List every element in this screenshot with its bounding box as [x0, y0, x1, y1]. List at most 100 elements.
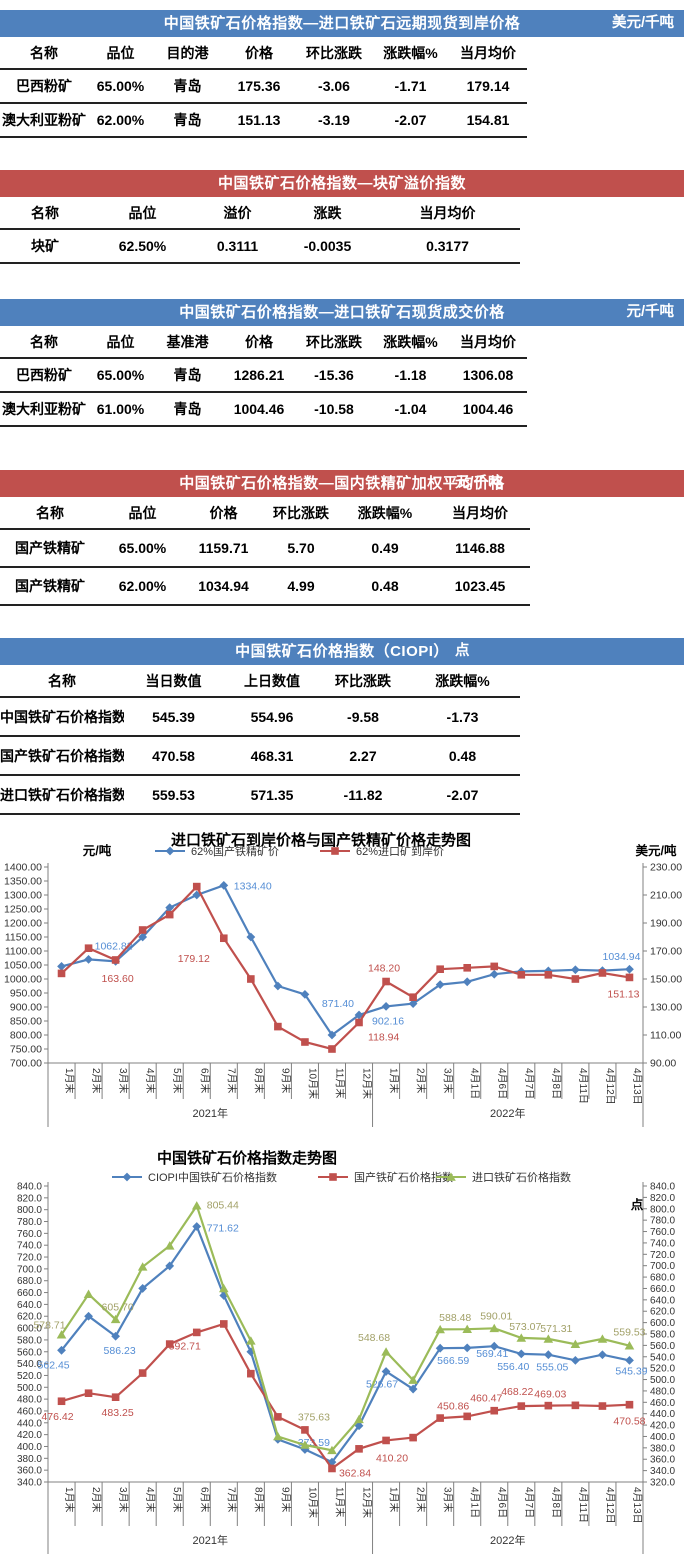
category-label: 6月末: [198, 1068, 211, 1094]
table-header-band: 中国铁矿石价格指数—进口铁矿石现货成交价格 元/千吨: [0, 299, 684, 326]
cell: 65.00%: [100, 529, 185, 568]
svg-text:520.0: 520.0: [17, 1371, 42, 1382]
category-label: 4月末: [144, 1487, 157, 1513]
year-group-label: 2021年: [193, 1533, 228, 1547]
cell: -15.36: [296, 358, 372, 393]
category-label: 2月末: [415, 1068, 428, 1094]
data-label: 470.58: [613, 1416, 645, 1428]
data-label: 1034.94: [602, 951, 640, 963]
cell: 青岛: [153, 392, 222, 427]
legend-label: 进口铁矿石价格指数: [472, 1170, 571, 1184]
right-axis-unit: 点: [631, 1197, 644, 1212]
column-header: 环比涨跌: [296, 326, 372, 359]
category-label: 2月末: [90, 1487, 103, 1513]
cell: 青岛: [153, 69, 222, 104]
data-label: 586.23: [104, 1345, 136, 1357]
data-label: 1334.40: [234, 880, 272, 892]
category-label: 4月11日: [577, 1487, 589, 1523]
data-label: 805.44: [207, 1200, 239, 1212]
cell: -1.04: [372, 392, 449, 427]
svg-text:1300.00: 1300.00: [4, 890, 42, 902]
data-label: 410.20: [376, 1452, 408, 1464]
cell: 179.14: [449, 69, 527, 104]
price-table-lump-premium: 中国铁矿石价格指数—块矿溢价指数 名称 品位 溢价 涨跌 当月均价 块矿 62.50% 0.31…: [0, 170, 684, 264]
svg-text:1350.00: 1350.00: [4, 876, 42, 888]
row-name: 巴西粉矿: [0, 358, 88, 393]
table-row: 块矿 62.50% 0.3111 -0.0035 0.3177: [0, 229, 520, 264]
cell: 571.35: [223, 775, 321, 815]
svg-text:540.0: 540.0: [17, 1359, 42, 1370]
table-header-band: 中国铁矿石价格指数—进口铁矿石远期现货到岸价格 美元/千吨: [0, 10, 684, 37]
row-name: 国产铁矿石价格指数: [0, 736, 124, 776]
data-label: 450.86: [437, 1400, 469, 1412]
table-title: 中国铁矿石价格指数—国内铁精矿加权平均价格: [179, 475, 505, 492]
svg-text:500.0: 500.0: [650, 1375, 675, 1386]
column-header: 名称: [0, 37, 88, 70]
cell: -2.07: [372, 103, 449, 138]
svg-text:720.0: 720.0: [17, 1253, 42, 1264]
category-label: 9月末: [279, 1487, 292, 1513]
svg-text:460.0: 460.0: [17, 1406, 42, 1417]
category-label: 7月末: [225, 1487, 238, 1513]
svg-text:780.0: 780.0: [17, 1217, 42, 1228]
column-header: 名称: [0, 665, 124, 698]
chart-axes: 1400.00 1350.00 1300.00 1250.00 1200.00 1150.…: [4, 843, 682, 1127]
column-header: 上日数值: [223, 665, 321, 698]
cell: -3.19: [296, 103, 372, 138]
column-header: 当日数值: [124, 665, 223, 698]
series-国产铁矿石价格指数: 476.42 483.25 592.71 362.84 410.20 450.86460.…: [41, 1320, 646, 1479]
series-62%进口矿到岸价: 163.60 179.12 118.94 148.20 151.13: [57, 882, 640, 1053]
svg-text:420.0: 420.0: [17, 1430, 42, 1441]
year-group-label: 2022年: [490, 1533, 525, 1547]
row-name: 中国铁矿石价格指数: [0, 697, 124, 737]
data-label: 559.53: [613, 1327, 645, 1339]
category-label: 12月末: [361, 1487, 374, 1518]
row-name: 澳大利亚粉矿: [0, 392, 88, 427]
column-header: 当月均价: [449, 326, 527, 359]
svg-text:560.0: 560.0: [650, 1341, 675, 1352]
table-row: 巴西粉矿 65.00% 青岛 175.36 -3.06 -1.71 179.14: [0, 69, 527, 104]
table-unit: 元/千吨: [455, 475, 503, 491]
table-row: 国产铁精矿 62.00% 1034.94 4.99 0.48 1023.45: [0, 567, 530, 606]
svg-text:580.0: 580.0: [650, 1330, 675, 1341]
data-label: 569.41: [476, 1348, 508, 1360]
series-CIOPI中国铁矿石价格指数: 562.45586.23771.62373.59526.67566.59569.…: [38, 1222, 648, 1467]
category-label: 2月末: [90, 1068, 103, 1094]
svg-text:170.00: 170.00: [650, 946, 682, 958]
svg-text:440.0: 440.0: [650, 1409, 675, 1420]
category-label: 4月13日: [631, 1487, 643, 1524]
category-label: 4月11日: [577, 1068, 589, 1104]
category-label: 3月末: [117, 1068, 130, 1094]
category-label: 10月末: [306, 1487, 319, 1518]
data-label: 375.63: [298, 1411, 330, 1423]
table-header-band: 中国铁矿石价格指数—块矿溢价指数: [0, 170, 684, 197]
column-header: 基准港: [153, 326, 222, 359]
svg-text:520.0: 520.0: [650, 1364, 675, 1375]
svg-text:400.0: 400.0: [17, 1442, 42, 1453]
data-label: 571.31: [540, 1323, 572, 1335]
price-table-import-spot: 中国铁矿石价格指数—进口铁矿石现货成交价格 元/千吨 名称 品位 基准港 价格 环比涨跌 涨跌…: [0, 299, 684, 427]
svg-text:230.00: 230.00: [650, 862, 682, 874]
svg-text:1150.00: 1150.00: [5, 932, 42, 944]
data-label: 562.45: [38, 1359, 70, 1371]
category-label: 11月末: [333, 1487, 346, 1517]
column-header: 涨跌: [280, 197, 375, 230]
svg-text:800.00: 800.00: [10, 1030, 42, 1042]
data-label: 545.39: [615, 1365, 647, 1377]
cell: 1146.88: [430, 529, 530, 568]
svg-text:1050.00: 1050.00: [4, 960, 42, 972]
data-label: 148.20: [368, 963, 400, 975]
cell: 151.13: [222, 103, 296, 138]
price-table-domestic-concentrate: 中国铁矿石价格指数—国内铁精矿加权平均价格 元/千吨 名称 品位 价格 环比涨跌 涨跌幅% 当…: [0, 470, 684, 606]
data-label: 483.25: [102, 1407, 134, 1419]
svg-text:620.0: 620.0: [17, 1312, 42, 1323]
chart-title: 进口铁矿石到岸价格与国产铁精矿价格走势图: [171, 831, 471, 849]
data-label: 902.16: [372, 1015, 404, 1027]
table-row: 巴西粉矿 65.00% 青岛 1286.21 -15.36 -1.18 1306.08: [0, 358, 527, 393]
table-title: 中国铁矿石价格指数（CIOPI）: [235, 643, 449, 660]
category-label: 1月末: [63, 1487, 76, 1513]
svg-text:740.0: 740.0: [17, 1241, 42, 1252]
svg-text:720.0: 720.0: [650, 1250, 675, 1261]
cell: 2.27: [321, 736, 405, 776]
